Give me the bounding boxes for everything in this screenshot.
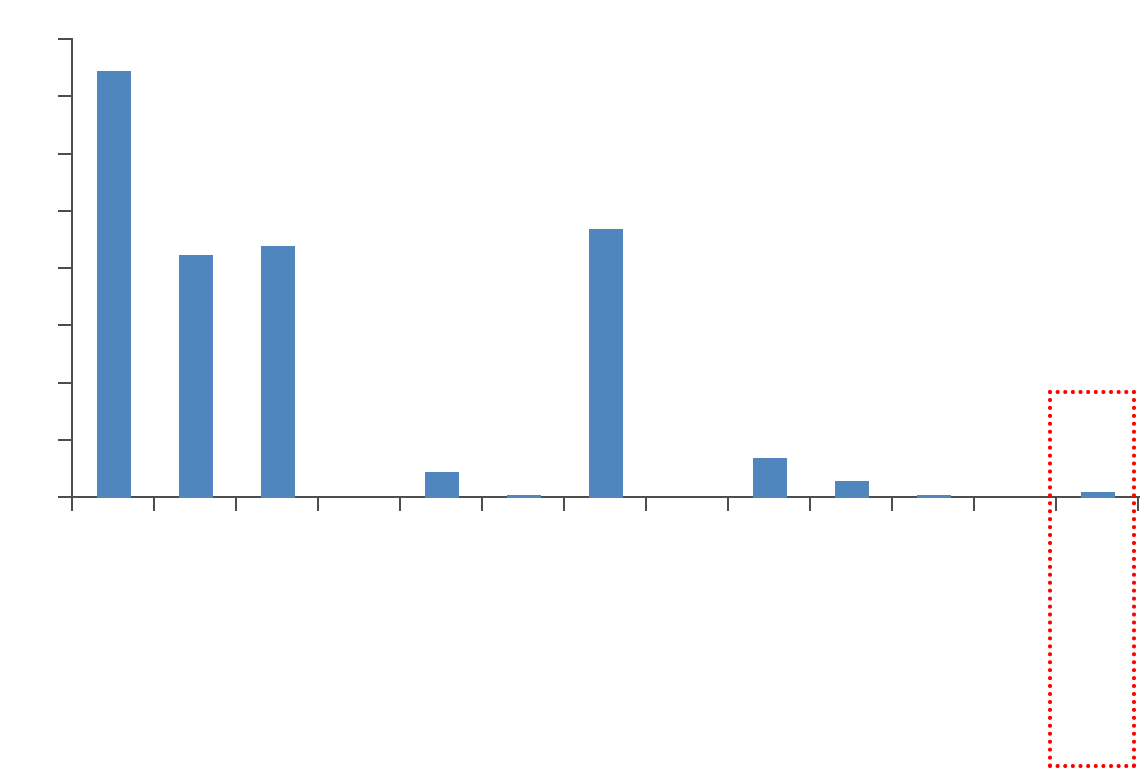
x-axis-tick	[645, 498, 647, 511]
y-axis-tick	[58, 38, 73, 40]
x-axis-tick	[973, 498, 975, 511]
x-axis-tick	[1137, 498, 1139, 511]
y-axis-tick	[58, 95, 73, 97]
x-axis-tick	[399, 498, 401, 511]
bar-gold-futures-oi-	[507, 495, 541, 498]
y-axis-tick	[58, 496, 73, 498]
bar-commodities-oi-	[425, 472, 459, 498]
y-axis-tick	[58, 153, 73, 155]
bar-japan-linkers	[917, 495, 951, 498]
x-axis-tick	[727, 498, 729, 511]
x-axis-tick	[809, 498, 811, 511]
y-axis-tick	[58, 439, 73, 441]
x-axis-tick	[153, 498, 155, 511]
bar-cryptocurrencies	[1081, 492, 1115, 498]
bar-jgbs	[261, 246, 295, 498]
x-axis-tick	[481, 498, 483, 511]
bar-us-linkers	[753, 458, 787, 498]
bar-gold-stock	[589, 229, 623, 498]
highlight-rectangle	[1048, 390, 1136, 768]
y-axis-tick	[58, 382, 73, 384]
y-axis-tick	[58, 210, 73, 212]
x-axis-tick	[1055, 498, 1057, 511]
bar-euro-linkers	[835, 481, 869, 498]
x-axis-tick	[891, 498, 893, 511]
bar-euro-gov-t	[179, 255, 213, 498]
bar-usts	[97, 71, 131, 498]
x-axis-tick	[563, 498, 565, 511]
x-axis-tick	[317, 498, 319, 511]
y-axis-tick	[58, 324, 73, 326]
y-axis-tick	[58, 267, 73, 269]
x-axis-tick	[235, 498, 237, 511]
y-axis-line	[71, 40, 73, 511]
